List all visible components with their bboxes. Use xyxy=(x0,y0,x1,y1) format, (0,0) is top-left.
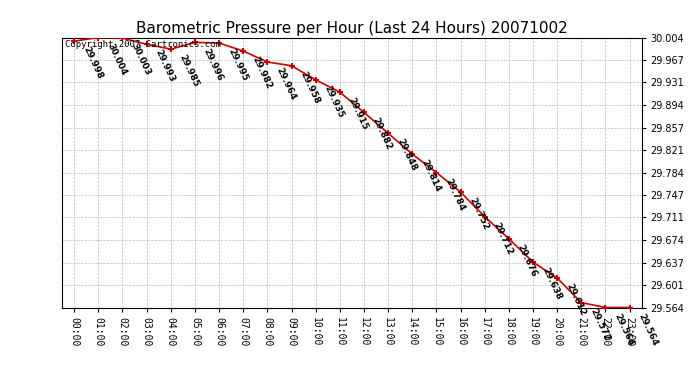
Text: 29.564: 29.564 xyxy=(613,312,635,347)
Title: Barometric Pressure per Hour (Last 24 Hours) 20071002: Barometric Pressure per Hour (Last 24 Ho… xyxy=(136,21,568,36)
Text: 29.958: 29.958 xyxy=(299,70,322,105)
Text: 29.712: 29.712 xyxy=(492,221,515,256)
Text: 29.964: 29.964 xyxy=(275,66,297,102)
Text: 29.985: 29.985 xyxy=(178,53,201,89)
Text: 29.612: 29.612 xyxy=(564,282,587,318)
Text: 29.814: 29.814 xyxy=(420,158,442,194)
Text: 29.676: 29.676 xyxy=(516,243,539,278)
Text: 29.638: 29.638 xyxy=(540,266,563,302)
Text: 29.998: 29.998 xyxy=(81,45,104,81)
Text: 29.752: 29.752 xyxy=(468,196,491,232)
Text: 29.564: 29.564 xyxy=(637,312,660,347)
Text: 29.995: 29.995 xyxy=(226,47,249,83)
Text: 30.004: 30.004 xyxy=(106,42,128,76)
Text: Copyright 2007 Cartronics.com: Copyright 2007 Cartronics.com xyxy=(65,40,221,49)
Text: 29.882: 29.882 xyxy=(371,117,394,152)
Text: 29.935: 29.935 xyxy=(323,84,346,119)
Text: 30.003: 30.003 xyxy=(130,42,152,77)
Text: 29.572: 29.572 xyxy=(589,307,611,342)
Text: 29.996: 29.996 xyxy=(202,46,225,82)
Text: 29.993: 29.993 xyxy=(154,48,177,84)
Text: 29.915: 29.915 xyxy=(347,96,370,132)
Text: 29.982: 29.982 xyxy=(250,55,273,91)
Text: 29.784: 29.784 xyxy=(444,177,466,212)
Text: 29.848: 29.848 xyxy=(395,137,418,173)
